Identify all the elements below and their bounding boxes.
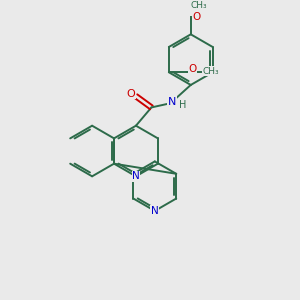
Text: N: N [132,171,140,181]
Text: H: H [178,100,186,110]
Text: N: N [151,206,159,216]
Text: O: O [193,13,201,22]
Text: CH₃: CH₃ [191,1,208,10]
Text: O: O [188,64,196,74]
Text: O: O [127,89,135,99]
Text: N: N [168,97,176,107]
Text: CH₃: CH₃ [203,67,219,76]
